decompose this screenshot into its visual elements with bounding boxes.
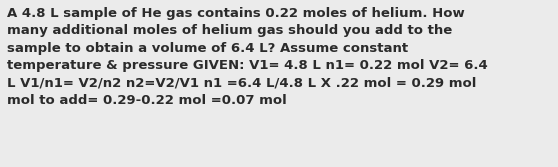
Text: A 4.8 L sample of He gas contains 0.22 moles of helium. How
many additional mole: A 4.8 L sample of He gas contains 0.22 m… <box>7 7 488 107</box>
